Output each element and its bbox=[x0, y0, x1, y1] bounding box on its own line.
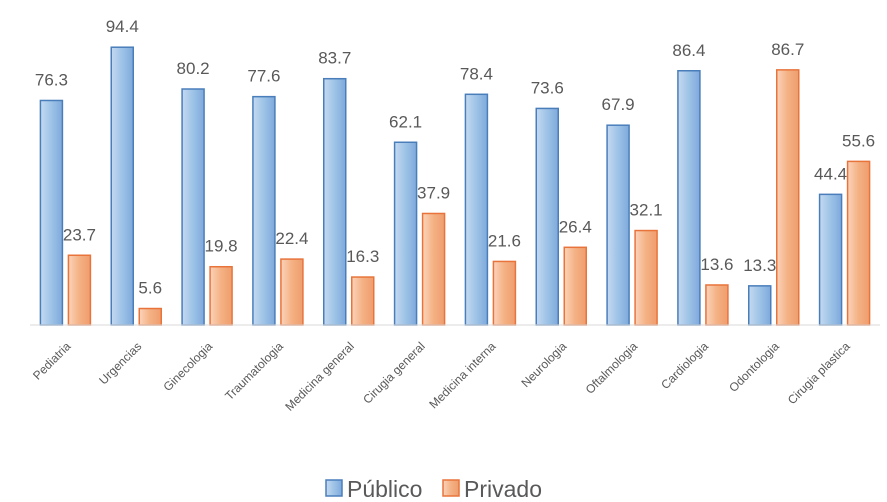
value-labels-group: 76.3 23.7 94.4 5.6 80.2 19.8 77.6 22.4 83.7 16.3 6… bbox=[35, 17, 875, 297]
legend-label-publico: Público bbox=[347, 476, 422, 502]
value-label-publico-cirugia-plastica: 44.4 bbox=[814, 164, 847, 183]
bar-privado-cardiologia bbox=[705, 284, 729, 326]
value-label-publico-cirugia-general: 62.1 bbox=[389, 112, 422, 131]
category-labels-group: Pediatria Urgencias Ginecologia Traumatolog… bbox=[30, 339, 853, 414]
bar-privado-oftalmologia bbox=[634, 229, 658, 326]
category-label-cardiologia: Cardiologia bbox=[658, 339, 711, 392]
legend-label-privado: Privado bbox=[464, 476, 542, 502]
value-label-publico-medicina-interna: 78.4 bbox=[460, 64, 493, 83]
value-label-privado-traumatologia: 22.4 bbox=[275, 229, 308, 248]
value-label-privado-cardiologia: 13.6 bbox=[700, 255, 733, 274]
bar-privado-traumatologia bbox=[280, 258, 304, 326]
category-label-medicina-general: Medicina general bbox=[282, 339, 357, 414]
bar-publico-cardiologia bbox=[677, 70, 701, 326]
bar-publico-cirugia-plastica bbox=[818, 193, 843, 326]
value-label-publico-urgencias: 94.4 bbox=[106, 17, 139, 36]
value-label-privado-ginecologia: 19.8 bbox=[205, 237, 238, 256]
category-label-oftalmologia: Oftalmologia bbox=[583, 339, 641, 397]
bar-publico-cirugia-general bbox=[393, 141, 418, 326]
category-label-cirugia-general: Cirugia general bbox=[360, 339, 427, 406]
bar-publico-medicina-general bbox=[323, 77, 347, 326]
category-label-medicina-interna: Medicina interna bbox=[426, 339, 498, 411]
value-label-publico-medicina-general: 83.7 bbox=[318, 49, 351, 68]
value-label-publico-odontologia: 13.3 bbox=[743, 256, 776, 275]
bar-publico-odontologia bbox=[748, 285, 772, 326]
value-label-privado-medicina-interna: 21.6 bbox=[488, 231, 521, 250]
bars-group bbox=[39, 46, 871, 326]
category-label-pediatria: Pediatria bbox=[30, 339, 74, 383]
bar-privado-cirugia-general bbox=[421, 212, 446, 326]
category-label-urgencias: Urgencias bbox=[96, 339, 144, 387]
bar-privado-cirugia-plastica bbox=[846, 160, 871, 326]
value-label-publico-pediatria: 76.3 bbox=[35, 70, 68, 89]
value-label-privado-urgencias: 5.6 bbox=[138, 279, 162, 298]
bar-publico-pediatria bbox=[39, 99, 64, 326]
value-label-privado-odontologia: 86.7 bbox=[771, 40, 804, 59]
legend-swatch-publico bbox=[325, 479, 343, 497]
category-label-cirugia-plastica: Cirugia plastica bbox=[785, 339, 853, 407]
bar-publico-ginecologia bbox=[181, 88, 205, 326]
legend-swatch-privado bbox=[442, 479, 460, 497]
bar-privado-medicina-general bbox=[351, 276, 375, 326]
category-label-traumatologia: Traumatologia bbox=[222, 339, 286, 403]
bar-publico-traumatologia bbox=[252, 95, 276, 326]
bar-privado-odontologia bbox=[776, 69, 800, 326]
legend: Público Privado bbox=[325, 476, 542, 502]
value-label-privado-pediatria: 23.7 bbox=[63, 225, 96, 244]
value-label-publico-neurologia: 73.6 bbox=[531, 78, 564, 97]
value-label-privado-neurologia: 26.4 bbox=[559, 217, 592, 236]
value-label-privado-cirugia-plastica: 55.6 bbox=[842, 131, 875, 150]
value-label-publico-cardiologia: 86.4 bbox=[672, 41, 705, 60]
bar-privado-medicina-interna bbox=[492, 260, 517, 326]
category-label-ginecologia: Ginecologia bbox=[160, 339, 215, 394]
value-label-publico-traumatologia: 77.6 bbox=[247, 67, 280, 86]
category-label-odontologia: Odontologia bbox=[726, 339, 782, 395]
bar-publico-neurologia bbox=[535, 107, 559, 326]
value-label-privado-cirugia-general: 37.9 bbox=[417, 183, 450, 202]
bar-publico-oftalmologia bbox=[606, 124, 630, 326]
bar-privado-urgencias bbox=[138, 307, 162, 326]
bar-privado-pediatria bbox=[67, 254, 92, 326]
value-label-privado-oftalmologia: 32.1 bbox=[630, 201, 663, 220]
bar-privado-ginecologia bbox=[209, 265, 233, 326]
bar-publico-urgencias bbox=[110, 46, 134, 326]
value-label-privado-medicina-general: 16.3 bbox=[346, 247, 379, 266]
bar-publico-medicina-interna bbox=[464, 93, 489, 326]
value-label-publico-ginecologia: 80.2 bbox=[177, 59, 210, 78]
category-label-neurologia: Neurologia bbox=[518, 339, 569, 390]
bar-privado-neurologia bbox=[563, 246, 587, 326]
value-label-publico-oftalmologia: 67.9 bbox=[602, 95, 635, 114]
